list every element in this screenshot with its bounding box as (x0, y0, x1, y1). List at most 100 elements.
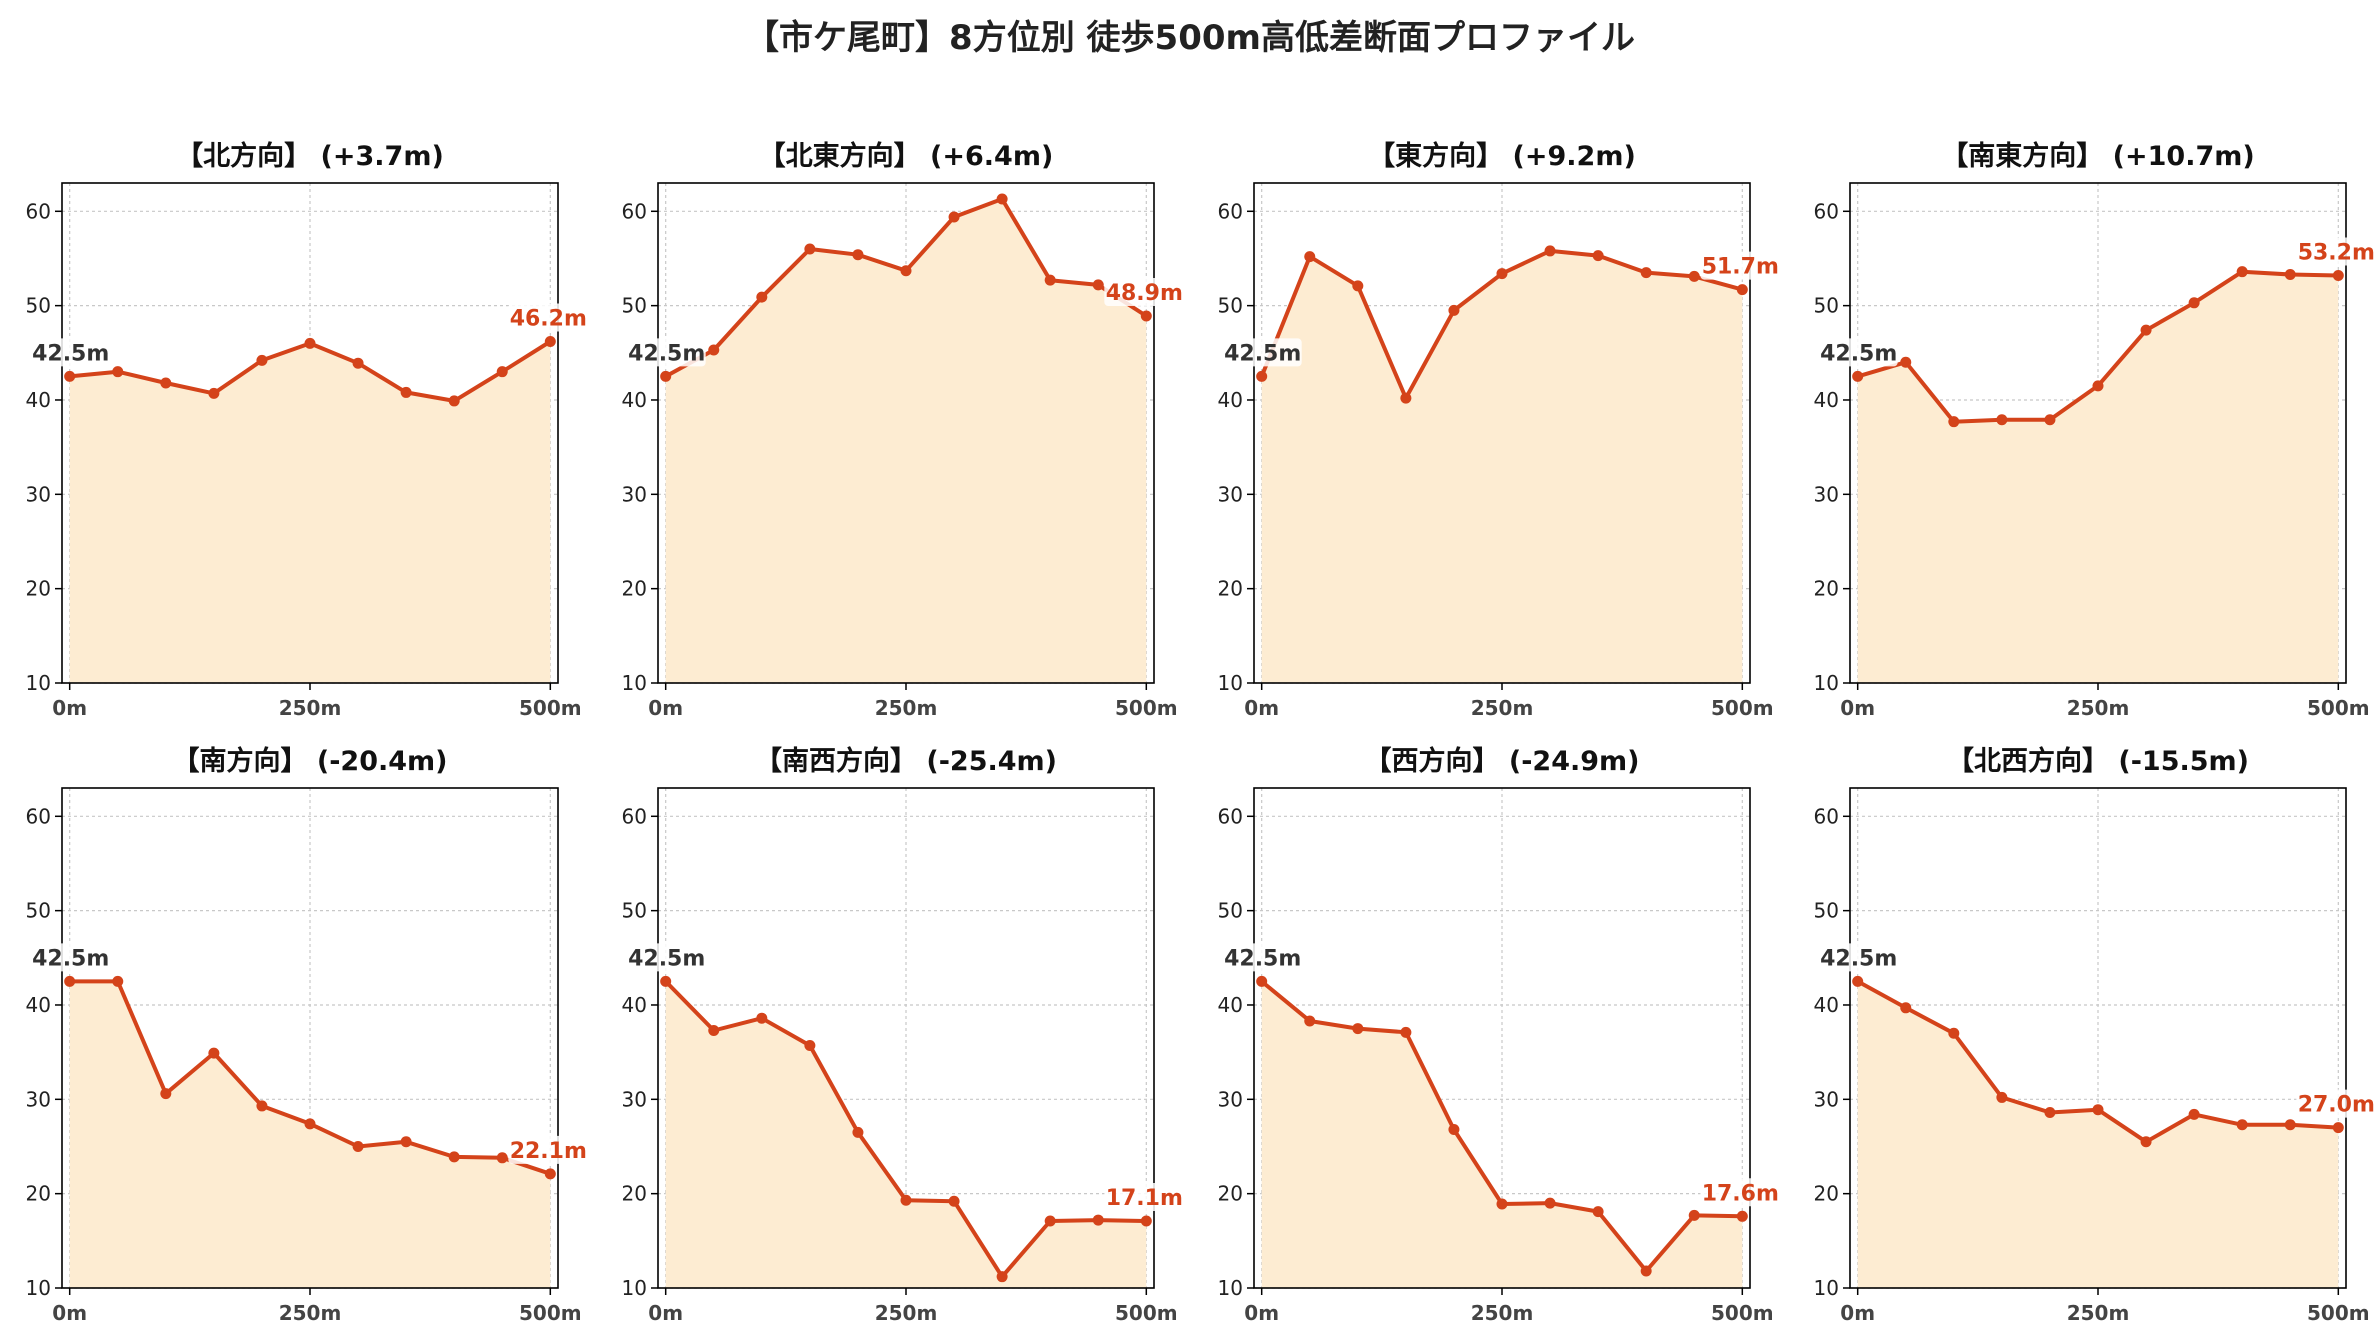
profile-chart: 10 20 30 40 50 60 0m 250m 500m 【南西方向】 (-25.4m) 42.… (622, 745, 1185, 1325)
page-title: 【市ケ尾町】8方位別 徒歩500m高低差断面プロファイル (745, 18, 1635, 58)
x-tick-label: 0m (1244, 696, 1279, 720)
elevation-area (69, 981, 551, 1288)
y-tick-label: 10 (1814, 671, 1839, 695)
y-tick-label: 50 (26, 899, 51, 923)
elevation-area (1261, 250, 1743, 683)
data-point (112, 975, 124, 987)
x-tick-label: 500m (1115, 696, 1178, 720)
end-label-background (2296, 237, 2377, 266)
start-elevation-label: 42.5m (1224, 341, 1301, 366)
data-point (544, 335, 556, 347)
data-point (1640, 267, 1652, 279)
y-tick-label: 20 (622, 577, 647, 601)
data-point (2236, 266, 2248, 278)
start-label-background (1819, 943, 1898, 972)
y-tick-label: 60 (26, 199, 51, 223)
y-tick-label: 30 (1814, 482, 1839, 506)
elevation-area (665, 199, 1147, 683)
x-tick-label: 500m (2307, 1301, 2370, 1325)
data-point (756, 1012, 768, 1024)
y-tick-label: 60 (1814, 199, 1839, 223)
data-point (1496, 1198, 1508, 1210)
y-tick-label: 10 (1814, 1276, 1839, 1300)
start-elevation-label: 42.5m (1820, 946, 1897, 971)
chart-title: 【北東方向】 (+6.4m) (759, 140, 1054, 172)
x-tick-label: 500m (519, 696, 582, 720)
profile-chart: 10 20 30 40 50 60 0m 250m 500m 【北西方向】 (-15.5m) 42.… (1814, 745, 2377, 1325)
y-tick-label: 10 (26, 1276, 51, 1300)
start-elevation-label: 42.5m (628, 341, 705, 366)
x-tick-label: 500m (1711, 1301, 1774, 1325)
data-point (1544, 1197, 1556, 1209)
y-tick-label: 50 (622, 294, 647, 318)
data-point (1544, 245, 1556, 257)
data-point (1900, 1002, 1912, 1014)
end-elevation-label: 46.2m (510, 306, 587, 331)
data-point (1852, 370, 1864, 382)
data-point (2284, 269, 2296, 281)
x-tick-label: 250m (2067, 696, 2130, 720)
elevation-area (1261, 981, 1743, 1288)
x-tick-label: 500m (519, 1301, 582, 1325)
end-elevation-label: 27.0m (2298, 1093, 2375, 1118)
y-tick-label: 50 (26, 294, 51, 318)
y-tick-label: 60 (1814, 804, 1839, 828)
y-tick-label: 40 (622, 993, 647, 1017)
data-point (2044, 1107, 2056, 1119)
start-label-background (1819, 338, 1898, 367)
data-point (804, 243, 816, 255)
x-tick-label: 0m (1840, 1301, 1875, 1325)
profile-chart: 10 20 30 40 50 60 0m 250m 500m 【南東方向】 (+10.7m) 42.… (1814, 140, 2377, 720)
data-point (2332, 1122, 2344, 1134)
data-point (948, 211, 960, 223)
data-point (2236, 1119, 2248, 1131)
y-tick-label: 10 (26, 671, 51, 695)
x-tick-label: 250m (875, 1301, 938, 1325)
end-elevation-label: 22.1m (510, 1139, 587, 1164)
profile-chart: 10 20 30 40 50 60 0m 250m 500m 【西方向】 (-24.9m) 42.5… (1218, 745, 1781, 1325)
y-tick-label: 20 (622, 1182, 647, 1206)
data-point (1400, 1026, 1412, 1038)
data-point (2140, 324, 2152, 336)
data-point (2044, 414, 2056, 426)
data-point (1496, 268, 1508, 280)
profile-chart: 10 20 30 40 50 60 0m 250m 500m 【北東方向】 (+6.4m) 42.5… (622, 140, 1185, 720)
y-tick-label: 20 (1814, 577, 1839, 601)
y-tick-label: 10 (1218, 671, 1243, 695)
data-point (1044, 274, 1056, 286)
end-elevation-label: 17.6m (1702, 1181, 1779, 1206)
y-tick-label: 30 (26, 482, 51, 506)
data-point (256, 1100, 268, 1112)
data-point (448, 395, 460, 407)
y-tick-label: 40 (1814, 993, 1839, 1017)
start-elevation-label: 42.5m (32, 946, 109, 971)
x-tick-label: 500m (1711, 696, 1774, 720)
data-point (1140, 310, 1152, 322)
data-point (352, 1140, 364, 1152)
data-point (948, 1195, 960, 1207)
data-point (448, 1151, 460, 1163)
data-point (1948, 416, 1960, 428)
profile-chart: 10 20 30 40 50 60 0m 250m 500m 【南方向】 (-20.4m) 42.5… (26, 745, 589, 1325)
x-tick-label: 250m (875, 696, 938, 720)
data-point (352, 357, 364, 369)
data-point (660, 975, 672, 987)
end-label-background (508, 303, 589, 332)
start-elevation-label: 42.5m (1820, 341, 1897, 366)
end-elevation-label: 17.1m (1106, 1186, 1183, 1211)
data-point (1304, 1015, 1316, 1027)
x-tick-label: 0m (648, 1301, 683, 1325)
y-tick-label: 60 (1218, 199, 1243, 223)
data-point (1688, 1209, 1700, 1221)
chart-title: 【北方向】 (+3.7m) (176, 140, 444, 172)
data-point (208, 387, 220, 399)
data-point (1400, 392, 1412, 404)
y-tick-label: 40 (1218, 388, 1243, 412)
start-label-background (627, 338, 706, 367)
data-point (304, 337, 316, 349)
elevation-area (1857, 271, 2339, 683)
data-point (496, 366, 508, 378)
data-point (160, 1088, 172, 1100)
data-point (208, 1047, 220, 1059)
y-tick-label: 30 (622, 1087, 647, 1111)
